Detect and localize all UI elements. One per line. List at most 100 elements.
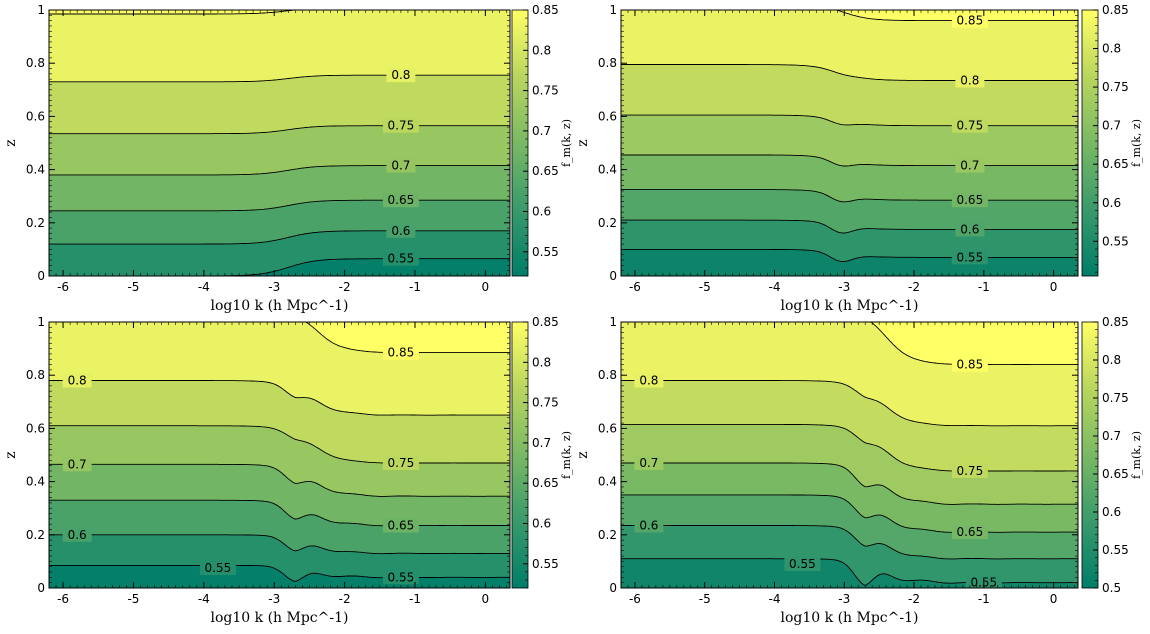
contour-fills (621, 322, 1078, 588)
contour-label-bg (634, 518, 664, 533)
colorbar-tick-label: 0.6 (1102, 505, 1121, 519)
contour-line-0.7 (621, 154, 1078, 167)
colorbar-tick-label: 0.7 (1102, 119, 1121, 133)
contour-label-0.85: 0.85 (956, 14, 983, 28)
colorbar-tick-label: 0.65 (532, 476, 559, 490)
contour-band-8 (305, 322, 510, 353)
y-tick-label: 0 (37, 269, 45, 283)
contour-label-0.65: 0.65 (388, 193, 415, 207)
contour-line-0.65 (621, 494, 1078, 533)
y-tick-label: 1 (609, 315, 617, 329)
contour-label-0.7: 0.7 (639, 456, 658, 470)
contour-label-bg (62, 457, 92, 472)
contour-band-6 (621, 380, 1078, 471)
contour-label-bg (634, 455, 664, 470)
contour-line-0.75 (621, 114, 1078, 127)
contour-label-0.55: 0.55 (956, 250, 983, 264)
contour-label-0.85: 0.85 (388, 346, 415, 360)
contour-band-6 (49, 75, 510, 134)
x-tick-label: -6 (629, 592, 641, 606)
contour-line-0.85 (835, 10, 1078, 22)
contour-lines: 0.55 0.6 0.65 0.7 0.75 0.8 0.85 (621, 10, 1078, 265)
contour-line-0.8 (49, 74, 510, 83)
contour-label-0.75: 0.75 (388, 456, 415, 470)
x-axis-label: log10 k (h Mpc^-1) (781, 610, 919, 626)
contour-lines: 0.55 0.6 0.65 0.7 0.75 0.8 (49, 10, 510, 276)
contour-band-4 (621, 463, 1078, 533)
contour-label-0.6: 0.6 (960, 222, 979, 236)
colorbar-tick-label: 0.85 (532, 3, 559, 17)
colorbar-tick-label: 0.65 (532, 164, 559, 178)
colorbar-tick-label: 0.6 (532, 205, 551, 219)
contour-band-6 (49, 380, 510, 463)
x-axis-label: log10 k (h Mpc^-1) (211, 298, 349, 314)
contour-label-bg (955, 73, 985, 88)
contour-label-bg (951, 463, 988, 478)
contour-label-0.55: 0.55 (205, 561, 232, 575)
contour-band-5 (621, 424, 1078, 505)
contour-label-bg (386, 68, 416, 83)
y-tick-label: 1 (609, 3, 617, 17)
contour-panel-2: 0.550.60.650.70.750.80.85-6 -5 -4 -3 -2 -1 000… (575, 3, 1143, 314)
x-tick-label: 0 (482, 280, 490, 294)
contour-label-0.55: 0.55 (970, 576, 997, 590)
contour-line-0.8 (621, 64, 1078, 81)
contour-label-0.8: 0.8 (639, 374, 658, 388)
colorbar-label: f_m(k, z) (1130, 431, 1143, 479)
contour-line-0.7 (49, 463, 510, 497)
contour-label-0.65: 0.65 (956, 193, 983, 207)
contour-label-bg (784, 557, 821, 572)
contour-label-0.6: 0.6 (639, 518, 658, 532)
y-axis-label: z (3, 139, 19, 146)
colorbar-tick-label: 0.55 (1102, 234, 1129, 248)
colorbar-tick-label: 0.65 (1102, 157, 1129, 171)
contour-line-0.55 (49, 258, 510, 276)
contour-band-5 (49, 425, 510, 497)
y-tick-label: 0.4 (598, 475, 617, 489)
colorbar-label: f_m(k, z) (560, 119, 573, 167)
contour-lines: 0.55 0.55 0.6 0.65 0.7 0.75 0.8 0.85 (621, 322, 1078, 590)
colorbar-label: f_m(k, z) (560, 431, 573, 479)
contour-label-0.7: 0.7 (960, 159, 979, 173)
x-tick-label: 0 (1050, 592, 1058, 606)
contour-label-0.7: 0.7 (391, 159, 410, 173)
contour-line-0.75 (49, 125, 510, 135)
contour-band-7 (49, 322, 510, 416)
x-tick-label: -5 (699, 592, 711, 606)
contour-line-0.55 (621, 558, 1078, 586)
contour-label-0.8: 0.8 (960, 73, 979, 87)
x-tick-label: -5 (699, 280, 711, 294)
contour-label-bg (382, 455, 419, 470)
contour-label-0.55: 0.55 (388, 570, 415, 584)
y-tick-label: 0.8 (598, 368, 617, 382)
colorbar (1081, 321, 1099, 589)
x-tick-label: -3 (268, 280, 280, 294)
x-tick-label: -2 (908, 592, 920, 606)
contour-line-0.8 (621, 380, 1078, 427)
colorbar-tick-label: 0.65 (1102, 467, 1129, 481)
contour-band-3 (621, 494, 1078, 559)
y-tick-label: 1 (37, 3, 45, 17)
x-tick-label: -4 (198, 592, 210, 606)
contour-label-0.55: 0.55 (789, 557, 816, 571)
y-tick-label: 0 (609, 269, 617, 283)
contour-band-8 (49, 10, 294, 14)
contour-line-0.85 (304, 322, 510, 354)
contour-label-0.8: 0.8 (68, 374, 87, 388)
colorbar-tick-label: 0.85 (1102, 315, 1129, 329)
y-tick-label: 0.6 (598, 421, 617, 435)
x-tick-label: -3 (268, 592, 280, 606)
contour-label-bg (382, 193, 419, 208)
y-tick-label: 0 (37, 581, 45, 595)
colorbar (511, 9, 529, 277)
contour-label-0.75: 0.75 (388, 119, 415, 133)
contour-band-4 (49, 464, 510, 526)
x-tick-label: -4 (198, 280, 210, 294)
contour-label-bg (951, 193, 988, 208)
contour-band-2 (49, 534, 510, 582)
contour-label-0.8: 0.8 (391, 68, 410, 82)
x-tick-label: -6 (57, 592, 69, 606)
colorbar-tick-label: 0.7 (532, 436, 551, 450)
colorbar-tick-label: 0.75 (532, 84, 559, 98)
